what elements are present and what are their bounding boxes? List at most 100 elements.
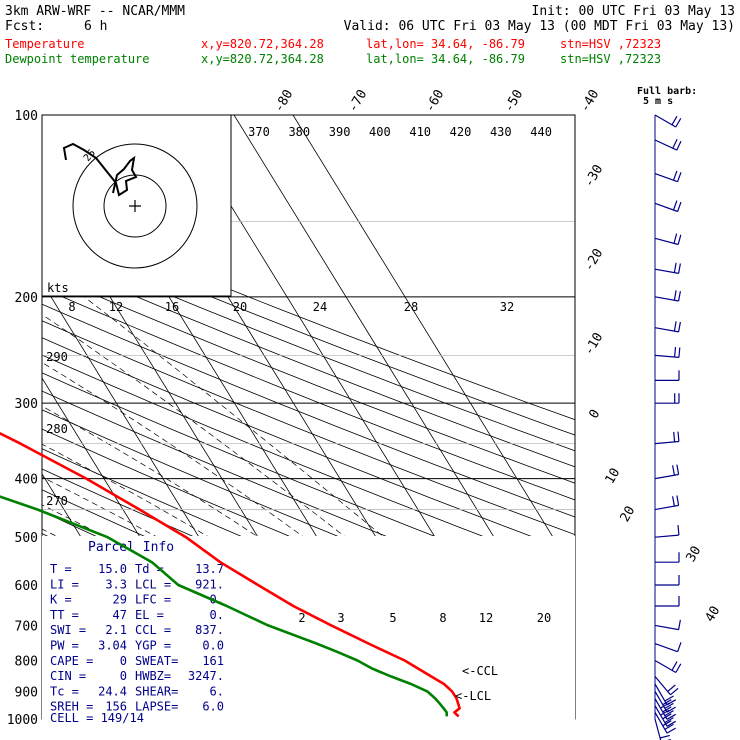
wind-barb: [654, 347, 681, 358]
barb-key-units: 5 m s: [643, 96, 673, 107]
parcel-label: PW =: [50, 639, 79, 653]
sounding-series: [0, 431, 461, 718]
legend-dewpoint-latlon: lat,lon= 34.64, -86.79: [366, 52, 525, 66]
pressure-tick-label: 600: [15, 579, 38, 594]
wind-barb: [654, 712, 676, 734]
temperature-line: [0, 431, 461, 718]
parcel-cell: CELL = 149/14: [50, 711, 144, 725]
parcel-value: 0.0: [202, 639, 224, 653]
lcl-marker: <-LCL: [455, 689, 491, 703]
isotherm-label: 30: [684, 544, 705, 565]
hodograph-units-label: kts: [47, 281, 69, 295]
pressure-tick-label: 300: [15, 397, 38, 412]
dry-adiabat-line: [42, 287, 575, 501]
parcel-value: 6.0: [202, 700, 224, 714]
isotherm-label: 40: [703, 604, 724, 625]
hodograph-trace: [62, 142, 138, 197]
wind-barb: [654, 525, 680, 538]
parcel-label: CIN =: [50, 669, 86, 683]
dry-adiabat-line: [42, 211, 575, 421]
wind-barb: [654, 431, 680, 445]
hodograph-center-mark: [129, 200, 141, 212]
dry-adiabat-line: [42, 226, 575, 436]
parcel-value: 2.1: [105, 623, 127, 637]
legend-temperature-latlon: lat,lon= 34.64, -86.79: [366, 37, 525, 51]
wind-barbs: [654, 114, 682, 740]
isotherm-label: -70: [346, 87, 371, 115]
parcel-value: 0: [120, 654, 127, 668]
barb-key-title: Full barb:: [637, 86, 697, 97]
legend-temperature-station: stn=HSV ,72323: [560, 37, 661, 51]
pressure-tick-label: 500: [15, 531, 38, 546]
parcel-label: LI =: [50, 577, 79, 591]
wind-barb: [654, 321, 681, 333]
mixing-ratio-label: 2: [298, 611, 305, 625]
wind-barb: [654, 575, 680, 586]
theta-label: 400: [369, 125, 391, 139]
isotherm-label: 10: [603, 466, 624, 487]
dry-adiabat-line: [42, 320, 575, 536]
mixing-ratio-label: 20: [537, 611, 551, 625]
isotherm-label: -60: [423, 87, 448, 115]
pressure-tick-label: 400: [15, 473, 38, 488]
dry-adiabat-line: [42, 354, 575, 572]
parcel-label: LCL =: [135, 577, 171, 591]
legend-temperature-loc: x,y=820.72,364.28: [201, 37, 324, 51]
upper-band-label: 16: [165, 300, 179, 314]
parcel-value: 921.: [195, 577, 224, 591]
parcel-value: 0.: [210, 608, 224, 622]
wind-barb: [654, 683, 676, 706]
dry-adiabat-line: [42, 241, 575, 452]
wind-barb: [654, 464, 680, 480]
theta-label: 420: [450, 125, 472, 139]
ccl-marker: <-CCL: [462, 664, 498, 678]
upper-band-label: 28: [404, 300, 418, 314]
parcel-label: YGP =: [135, 639, 171, 653]
wind-barb: [654, 642, 682, 653]
upper-band-label: 24: [313, 300, 327, 314]
parcel-label: LFC =: [135, 593, 171, 607]
parcel-label: SHEAR=: [135, 684, 178, 698]
dry-adiabat-line: [42, 271, 575, 484]
parcel-value: 156: [105, 700, 127, 714]
hodograph-ring: [72, 143, 198, 269]
parcel-label: TT =: [50, 608, 79, 622]
isotherm-label: 0: [587, 407, 604, 421]
parcel-label: EL =: [135, 608, 164, 622]
wind-barb: [654, 200, 682, 213]
parcel-value: 837.: [195, 623, 224, 637]
dewpoint-line: [0, 495, 449, 717]
mixing-ratio-label: 8: [439, 611, 446, 625]
legend-dewpoint-loc: x,y=820.72,364.28: [201, 52, 324, 66]
legend-dewpoint-station: stn=HSV ,72323: [560, 52, 661, 66]
forecast-label: Fcst:: [5, 19, 44, 34]
wind-barb: [654, 659, 682, 674]
wind-barb: [654, 691, 676, 713]
parcel-label: T =: [50, 562, 72, 576]
parcel-label: SREH =: [50, 700, 93, 714]
wind-barb: [654, 705, 676, 727]
parcel-value: 3.3: [105, 577, 127, 591]
pressure-tick-label: 100: [15, 109, 38, 124]
theta-label-low: 270: [46, 494, 68, 508]
dry-adiabat-line: [42, 303, 575, 518]
wind-barb: [654, 114, 682, 128]
parcel-value: 3247.: [188, 669, 224, 683]
pressure-tick-label: 800: [15, 654, 38, 669]
isotherm-label: -50: [502, 87, 527, 115]
parcel-value: 161: [202, 654, 224, 668]
theta-label-low: 290: [46, 350, 68, 364]
parcel-value: 29: [113, 593, 127, 607]
parcel-label: LAPSE=: [135, 700, 178, 714]
wind-barb: [654, 170, 682, 183]
theta-label: 410: [409, 125, 431, 139]
parcel-title: Parcel Info: [88, 540, 174, 555]
upper-band-label: 8: [68, 300, 75, 314]
wind-barb: [654, 370, 680, 381]
parcel-value: 13.7: [195, 562, 224, 576]
parcel-label: CAPE =: [50, 654, 93, 668]
wind-barb: [654, 552, 680, 563]
